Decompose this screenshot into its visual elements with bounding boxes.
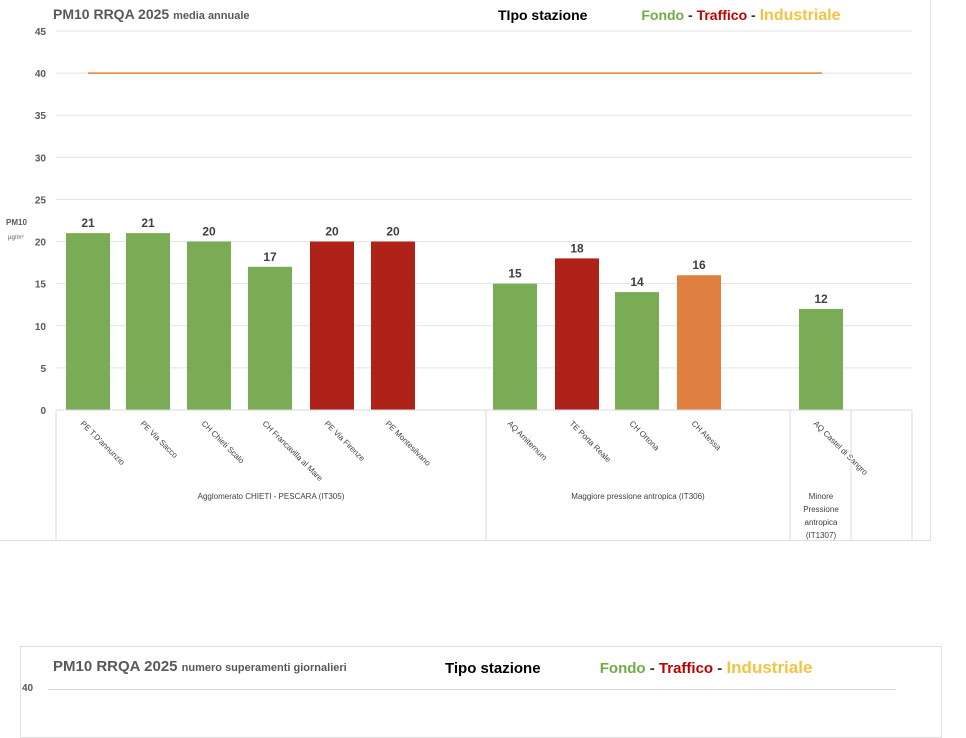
chart1-legend: TIpo stazione Fondo - Traffico - Industr…	[498, 7, 841, 25]
y-tick-label: 45	[35, 27, 47, 38]
bar	[66, 233, 110, 410]
group-label-line: Minore	[809, 492, 834, 501]
data-label: 15	[508, 267, 522, 281]
legend-sep: -	[751, 7, 756, 23]
data-label: 20	[202, 225, 216, 239]
y-tick-label: 10	[35, 322, 47, 333]
group-label-line: antropica	[805, 518, 838, 527]
legend-fondo: Fondo	[599, 660, 646, 677]
bar	[615, 292, 659, 410]
y-axis-unit: µg/m³	[8, 235, 23, 241]
bar	[493, 283, 537, 410]
chart2-y-tick: 40	[22, 683, 34, 694]
data-label: 20	[386, 225, 400, 239]
legend-industriale: Industriale	[759, 7, 841, 24]
y-tick-label: 15	[35, 280, 47, 291]
y-tick-label: 25	[35, 195, 47, 206]
group-label: Maggiore pressione antropica (IT306)	[571, 492, 705, 501]
legend-traffico: Traffico	[658, 660, 714, 677]
category-label: CH Francavilla al Mare	[261, 419, 325, 483]
bar	[371, 241, 415, 410]
category-label: PE Via Firenze	[323, 419, 367, 463]
category-label: PE Montesilvano	[384, 419, 433, 468]
category-label: CH Atessa	[690, 419, 723, 452]
legend-title: TIpo stazione	[498, 7, 588, 23]
category-label: PE T.D'annunzio	[79, 419, 127, 467]
group-label: Agglomerato CHIETI - PESCARA (IT305)	[198, 492, 345, 501]
data-label: 16	[692, 258, 706, 272]
bar	[248, 266, 292, 410]
chart1-plot: 0 5 10 15 20 25 30 35 40 45 PM10 µg/m³ 21 PE T.D'annu…	[6, 27, 913, 540]
bar	[126, 233, 170, 410]
category-label: CH Chieti Scalo	[200, 419, 247, 466]
y-tick-label: 0	[40, 406, 46, 417]
category-label: AQ Amiternum	[506, 419, 549, 462]
y-axis-label: PM10	[6, 218, 27, 227]
group-label-line: (IT1307)	[806, 531, 837, 540]
category-label: CH Ortona	[628, 419, 662, 453]
chart2-legend: Tipo stazione Fondo - Traffico - Industr…	[445, 658, 812, 678]
data-label: 21	[81, 216, 95, 230]
y-tick-label: 30	[35, 153, 47, 164]
y-tick-label: 20	[35, 238, 47, 249]
chart2-title: PM10 RRQA 2025 numero superamenti giorna…	[53, 658, 347, 675]
legend-sep: -	[688, 7, 693, 23]
bar	[799, 308, 843, 410]
category-label: AQ Castel di Sangro	[812, 419, 870, 477]
category-label: TE Porta Reale	[568, 419, 613, 464]
bar	[310, 241, 354, 410]
data-label: 17	[263, 250, 277, 264]
data-label: 12	[814, 292, 828, 306]
chart1-frame	[0, 0, 931, 541]
group-label-line: Pressione	[803, 505, 839, 514]
y-tick-label: 35	[35, 111, 47, 122]
chart1-title: PM10 RRQA 2025 media annuale	[53, 6, 250, 22]
legend-title: Tipo stazione	[445, 660, 541, 677]
legend-traffico: Traffico	[696, 7, 748, 23]
y-tick-label: 40	[35, 69, 47, 80]
data-label: 21	[141, 216, 155, 230]
data-label: 20	[325, 225, 339, 239]
legend-fondo: Fondo	[641, 7, 685, 23]
category-label: PE Via Sacco	[139, 419, 180, 460]
bar	[677, 275, 721, 410]
y-tick-label: 5	[40, 364, 46, 375]
bar	[555, 258, 599, 410]
data-label: 18	[570, 241, 584, 255]
bar	[187, 241, 231, 410]
legend-sep: -	[649, 660, 655, 677]
data-label: 14	[630, 275, 644, 289]
legend-industriale: Industriale	[726, 658, 813, 677]
chart2-gridline	[48, 689, 896, 690]
legend-sep: -	[717, 660, 723, 677]
